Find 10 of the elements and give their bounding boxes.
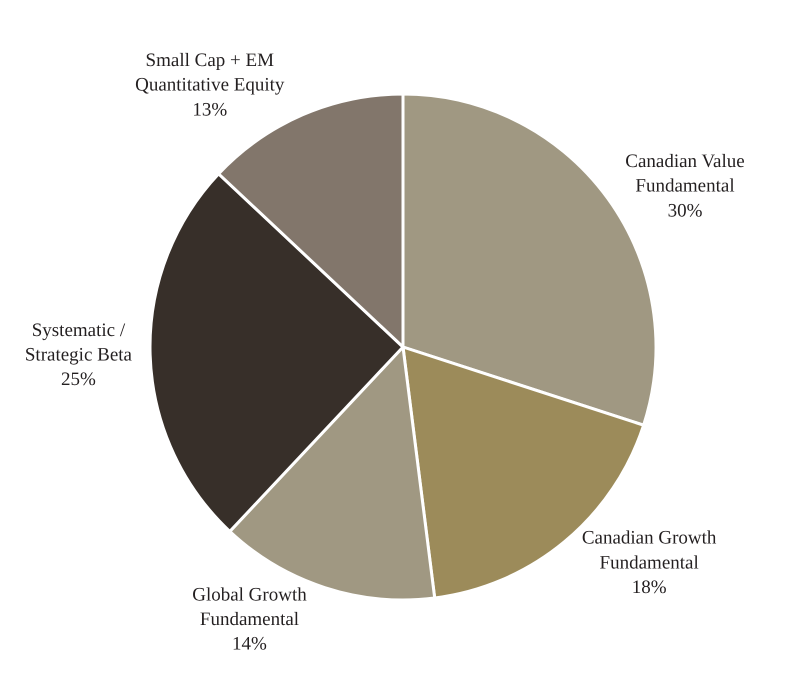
slice-label: Canadian Value Fundamental — [625, 150, 745, 197]
data-label: 13% — [192, 99, 228, 120]
slice-label: Small Cap + EM Quantitative Equity — [135, 50, 285, 96]
data-label: 30% — [668, 200, 703, 222]
data-label: 18% — [632, 577, 667, 598]
slice-label: Global Growth Fundamental — [192, 584, 308, 630]
data-label: 14% — [232, 634, 268, 655]
slice-label: Systematic / Strategic Beta — [24, 320, 133, 366]
data-label: 25% — [61, 369, 96, 390]
slice-label: Canadian Growth Fundamental — [582, 528, 717, 574]
